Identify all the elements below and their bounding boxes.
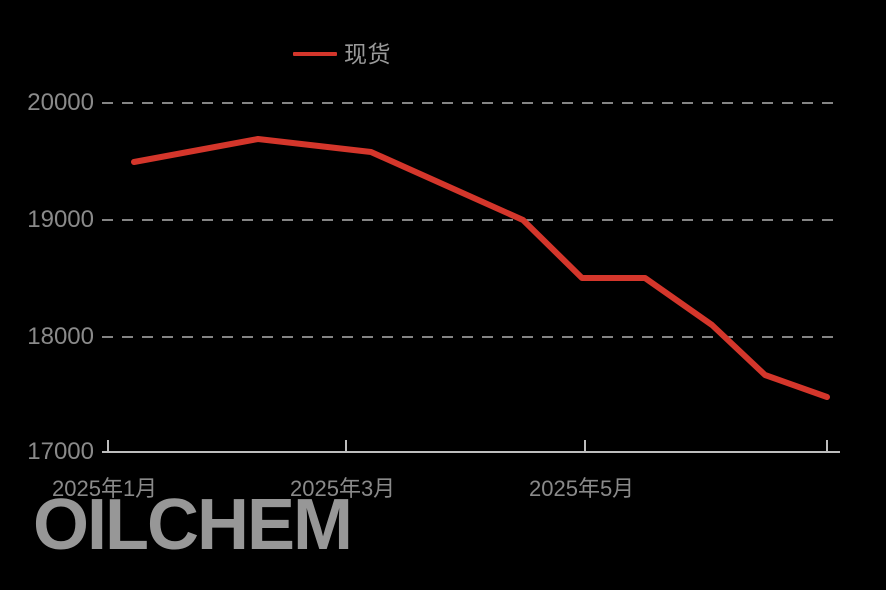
y-axis-label-18000: 18000 — [27, 323, 94, 350]
x-axis-label-may: 2025年5月 — [529, 476, 635, 501]
y-axis-label-20000: 20000 — [27, 89, 94, 116]
oilchem-watermark: OILCHEM — [33, 485, 353, 565]
y-axis-label-19000: 19000 — [27, 206, 94, 233]
x-axis-label-mar: 2025年3月 — [290, 476, 396, 501]
chart-legend: 现货 — [293, 38, 391, 70]
legend-swatch-spot — [293, 52, 337, 56]
legend-label-spot: 现货 — [344, 40, 391, 67]
series-line-spot — [131, 136, 830, 400]
x-axis-line — [102, 440, 840, 453]
grid-lines — [102, 102, 840, 338]
x-axis-label-jan: 2025年1月 — [52, 476, 158, 501]
y-axis-label-17000: 17000 — [27, 438, 94, 465]
